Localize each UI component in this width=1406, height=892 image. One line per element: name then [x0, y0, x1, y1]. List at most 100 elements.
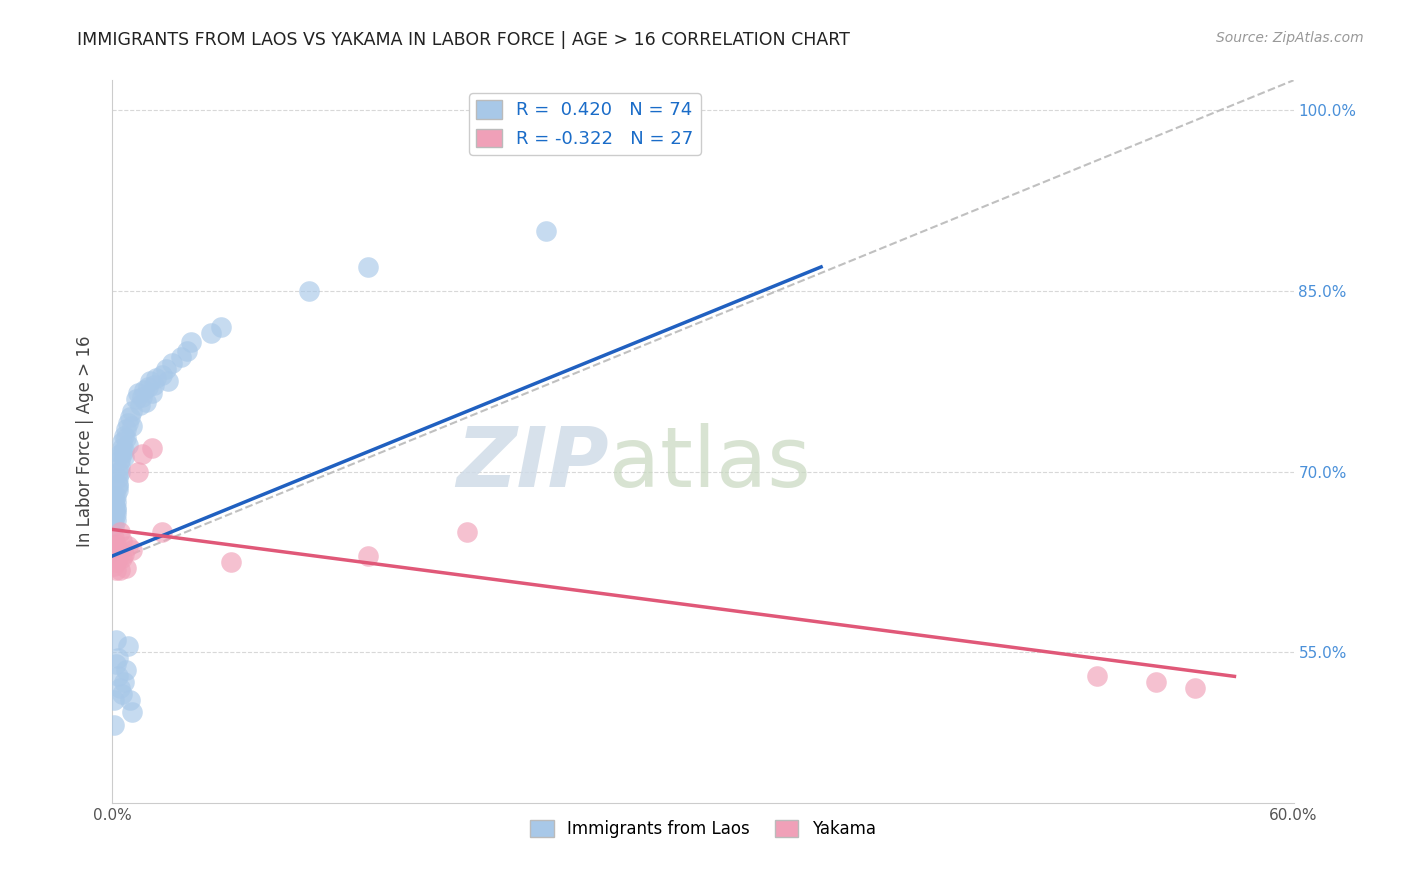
Point: [105, 503, 128, 517]
Point: [176, 344, 198, 359]
Point: [145, 370, 167, 384]
Point: [110, 447, 132, 461]
Text: ZIP: ZIP: [456, 423, 609, 504]
Point: [117, 639, 139, 653]
Point: [105, 555, 128, 569]
Point: [111, 441, 134, 455]
Point: [142, 378, 165, 392]
Point: [103, 513, 125, 527]
Point: [112, 450, 135, 465]
Point: [121, 418, 143, 433]
Point: [136, 380, 159, 394]
Point: [112, 675, 135, 690]
Point: [200, 326, 222, 341]
Point: [141, 441, 163, 455]
Point: [107, 471, 129, 485]
Y-axis label: In Labor Force | Age > 16: In Labor Force | Age > 16: [76, 335, 94, 548]
Point: [150, 524, 173, 539]
Point: [110, 524, 132, 539]
Point: [135, 394, 157, 409]
Point: [107, 669, 129, 683]
Point: [111, 447, 134, 461]
Point: [115, 431, 138, 445]
Point: [209, 320, 232, 334]
Point: [110, 458, 132, 473]
Point: [110, 563, 132, 577]
Point: [103, 693, 125, 707]
Point: [110, 681, 132, 696]
Point: [1085, 669, 1108, 683]
Point: [105, 494, 128, 508]
Point: [110, 465, 132, 479]
Point: [127, 465, 149, 479]
Point: [115, 664, 138, 678]
Point: [103, 500, 125, 515]
Point: [132, 383, 155, 397]
Point: [141, 386, 163, 401]
Point: [127, 386, 149, 401]
Text: IMMIGRANTS FROM LAOS VS YAKAMA IN LABOR FORCE | AGE > 16 CORRELATION CHART: IMMIGRANTS FROM LAOS VS YAKAMA IN LABOR …: [77, 31, 851, 49]
Point: [103, 494, 125, 508]
Point: [107, 476, 129, 491]
Point: [180, 334, 202, 349]
Point: [115, 561, 138, 575]
Point: [110, 452, 132, 467]
Point: [456, 524, 478, 539]
Point: [107, 483, 129, 497]
Point: [112, 442, 135, 457]
Point: [107, 479, 129, 493]
Point: [129, 398, 152, 412]
Point: [111, 434, 134, 449]
Point: [103, 503, 125, 517]
Point: [1144, 675, 1167, 690]
Point: [131, 390, 153, 404]
Point: [150, 368, 173, 383]
Point: [170, 350, 193, 364]
Point: [1184, 681, 1206, 696]
Point: [105, 513, 128, 527]
Point: [112, 547, 135, 561]
Point: [121, 706, 143, 720]
Point: [105, 489, 128, 503]
Point: [357, 549, 380, 563]
Point: [105, 500, 128, 515]
Point: [131, 447, 153, 461]
Point: [117, 417, 139, 431]
Point: [107, 651, 129, 665]
Point: [107, 542, 129, 557]
Point: [103, 531, 125, 545]
Point: [298, 284, 321, 298]
Point: [103, 500, 125, 515]
Point: [103, 519, 125, 533]
Point: [105, 633, 128, 648]
Point: [115, 423, 138, 437]
Point: [155, 362, 177, 376]
Point: [139, 375, 162, 389]
Point: [103, 507, 125, 521]
Point: [107, 551, 129, 566]
Point: [112, 428, 135, 442]
Point: [103, 558, 125, 573]
Point: [111, 688, 134, 702]
Point: [103, 499, 125, 513]
Text: atlas: atlas: [609, 423, 810, 504]
Point: [103, 549, 125, 563]
Point: [121, 404, 143, 418]
Point: [120, 693, 142, 707]
Legend: Immigrants from Laos, Yakama: Immigrants from Laos, Yakama: [524, 814, 882, 845]
Point: [105, 563, 128, 577]
Point: [156, 375, 179, 389]
Point: [105, 537, 128, 551]
Point: [219, 555, 242, 569]
Point: [117, 438, 139, 452]
Point: [103, 494, 125, 508]
Point: [117, 539, 139, 553]
Point: [103, 539, 125, 553]
Point: [103, 717, 125, 731]
Point: [105, 657, 128, 672]
Point: [121, 542, 143, 557]
Point: [111, 551, 134, 566]
Point: [107, 465, 129, 479]
Point: [534, 224, 557, 238]
Text: Source: ZipAtlas.com: Source: ZipAtlas.com: [1216, 31, 1364, 45]
